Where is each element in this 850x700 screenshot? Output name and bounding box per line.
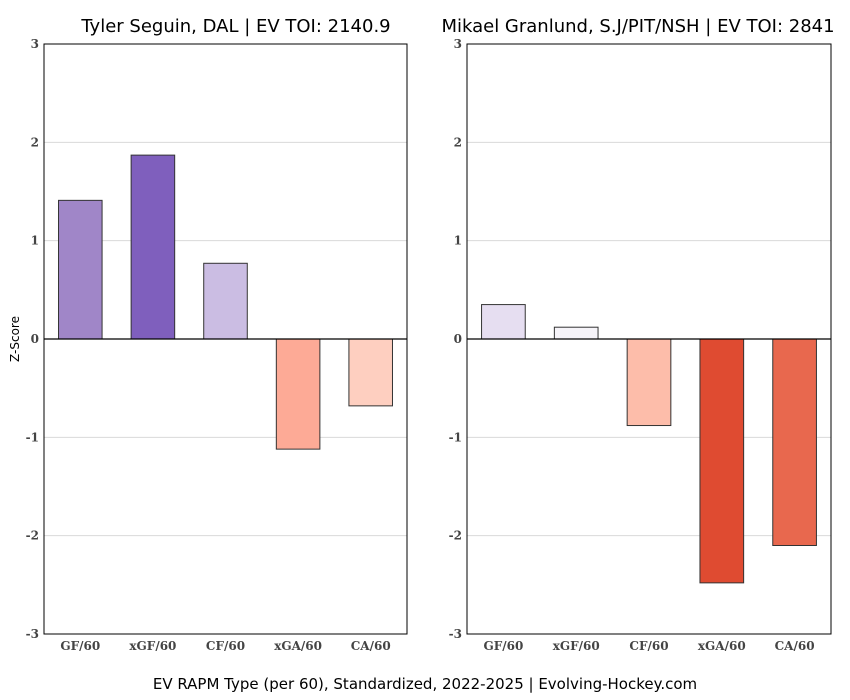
y-tick-label: 0 <box>31 332 39 346</box>
y-tick-label: 0 <box>454 332 462 346</box>
y-tick-label: 3 <box>454 37 462 51</box>
bar-gf-per-60 <box>58 199 103 340</box>
bar-ca-per-60 <box>772 338 817 546</box>
x-tick-label: xGF/60 <box>553 639 600 653</box>
panel-title: Mikael Granlund, S.J/PIT/NSH | EV TOI: 2… <box>441 16 834 37</box>
y-axis-label: Z-Score <box>8 316 22 362</box>
chart-panel-left: Tyler Seguin, DAL | EV TOI: 2140.9 -3 -2 -1… <box>8 16 408 653</box>
plot-frame <box>43 43 408 635</box>
y-tick-label: 2 <box>454 135 462 149</box>
bar-ca-per-60 <box>348 338 393 407</box>
y-tick-label: -1 <box>449 430 462 444</box>
figure-caption: EV RAPM Type (per 60), Standardized, 202… <box>153 675 697 693</box>
x-tick-label: xGF/60 <box>129 639 176 653</box>
bar-xgf-per-60 <box>553 326 599 340</box>
x-tick-label: CF/60 <box>206 639 245 653</box>
y-tick-label: 3 <box>31 37 39 51</box>
bar-xgf-per-60 <box>130 154 176 340</box>
chart-panel-right: Mikael Granlund, S.J/PIT/NSH | EV TOI: 2… <box>441 16 834 653</box>
x-tick-label: CF/60 <box>629 639 668 653</box>
x-tick-label: CA/60 <box>775 639 815 653</box>
x-tick-label: xGA/60 <box>274 639 322 653</box>
y-tick-label: -2 <box>26 529 39 543</box>
bar-cf-per-60 <box>203 262 248 340</box>
x-tick-label: CA/60 <box>351 639 391 653</box>
y-tick-label: -3 <box>26 627 39 641</box>
x-tick-label: GF/60 <box>60 639 100 653</box>
y-tick-label: -3 <box>449 627 462 641</box>
x-tick-label: xGA/60 <box>698 639 746 653</box>
plot-frame <box>466 43 832 635</box>
y-tick-label: 1 <box>454 234 462 248</box>
y-tick-label: 1 <box>31 234 39 248</box>
bar-xga-per-60 <box>699 338 745 584</box>
x-tick-label: GF/60 <box>483 639 523 653</box>
y-tick-label: -2 <box>449 529 462 543</box>
y-tick-label: 2 <box>31 135 39 149</box>
panel-title: Tyler Seguin, DAL | EV TOI: 2140.9 <box>80 16 390 37</box>
y-tick-label: -1 <box>26 430 39 444</box>
bar-xga-per-60 <box>275 338 321 450</box>
bar-gf-per-60 <box>481 304 526 340</box>
bar-cf-per-60 <box>626 338 672 427</box>
